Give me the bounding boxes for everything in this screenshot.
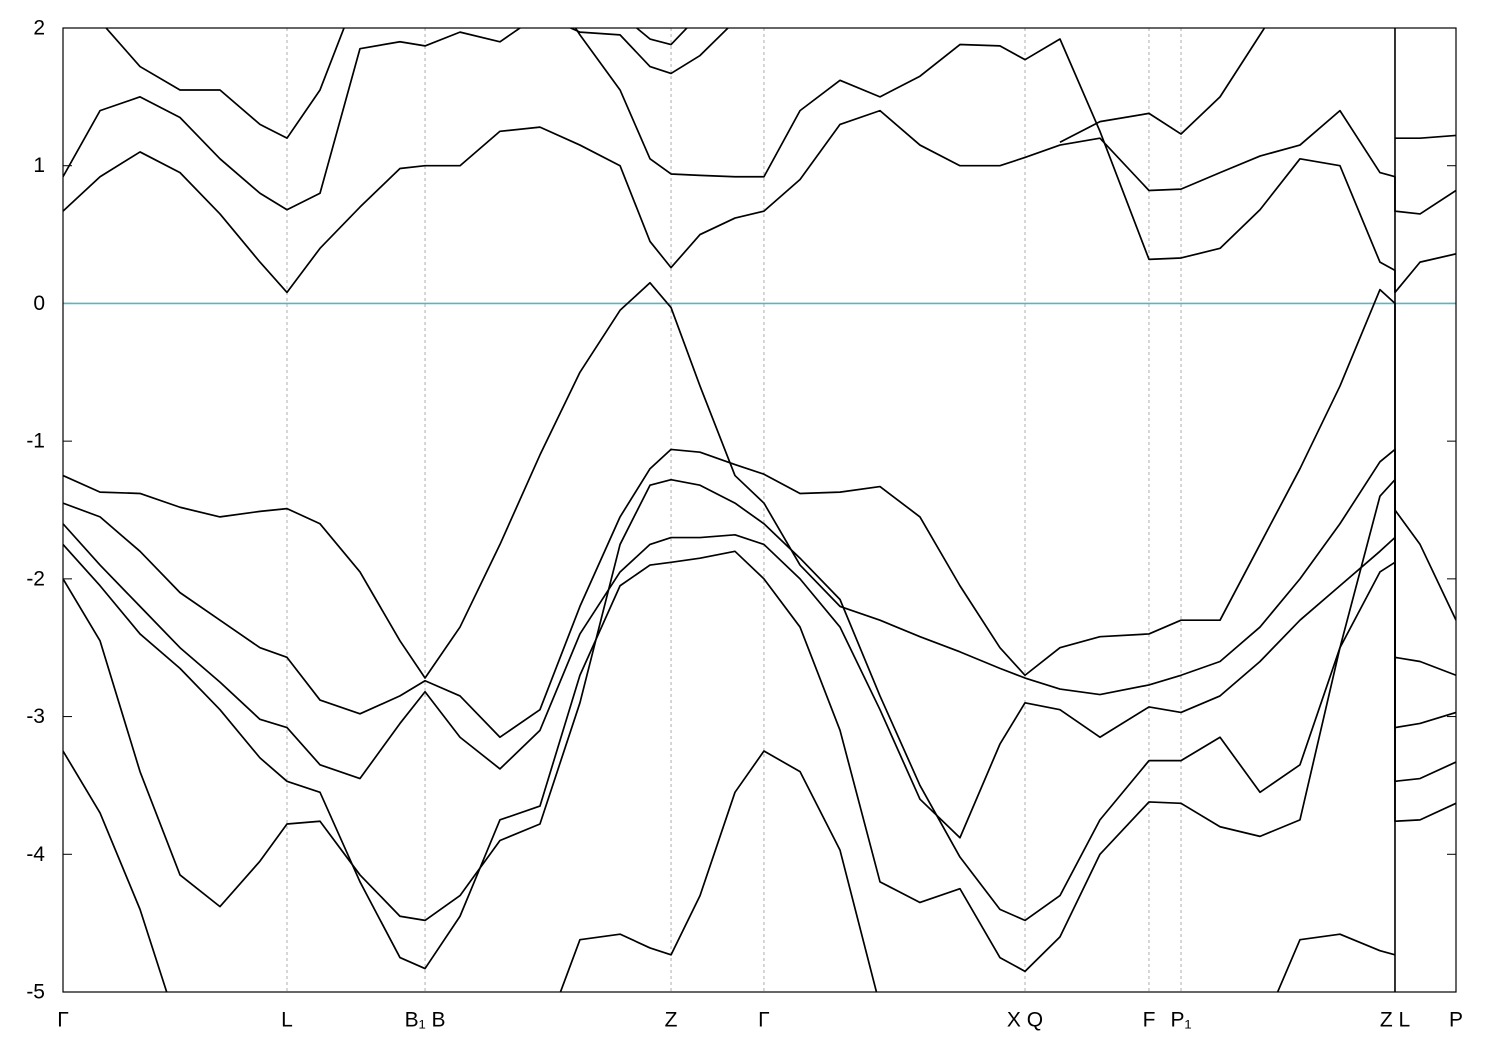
- y-tick-label: 0: [33, 292, 45, 315]
- band-line: [574, 28, 1456, 294]
- bands: [63, 28, 1456, 992]
- band-line: [63, 288, 1456, 739]
- y-tick-label: -2: [26, 567, 45, 590]
- band-line: [63, 523, 1456, 839]
- plot-frame: [62, 27, 1457, 993]
- band-line: [63, 109, 1456, 294]
- x-tick-label: F: [1143, 1009, 1156, 1032]
- x-tick-label: Γ: [758, 1009, 770, 1032]
- band-line: [63, 28, 730, 211]
- band-line: [63, 478, 1456, 922]
- x-tick-label: X Q: [1007, 1009, 1043, 1032]
- y-tick-label: -3: [26, 705, 45, 728]
- y-tick-label: -5: [26, 981, 45, 1004]
- band-line: [63, 750, 1396, 992]
- band-line: [63, 281, 1456, 696]
- band-line: [1059, 28, 1456, 144]
- y-tick-label: 1: [33, 154, 45, 177]
- band-line: [104, 28, 689, 140]
- y-tick-label: -1: [26, 430, 45, 453]
- x-tick-label: Γ: [57, 1009, 69, 1032]
- x-tick-label: P: [1449, 1009, 1463, 1032]
- band-line: [63, 478, 1456, 973]
- y-tick-label: -4: [26, 843, 45, 866]
- x-tick-label: Z: [665, 1009, 678, 1032]
- x-tick-label: Z L: [1380, 1009, 1410, 1032]
- x-tick-label: P₁: [1170, 1009, 1191, 1032]
- y-tick-label: 2: [33, 17, 45, 40]
- x-tick-label: B₁ B: [405, 1009, 446, 1032]
- x-tick-label: L: [281, 1009, 293, 1032]
